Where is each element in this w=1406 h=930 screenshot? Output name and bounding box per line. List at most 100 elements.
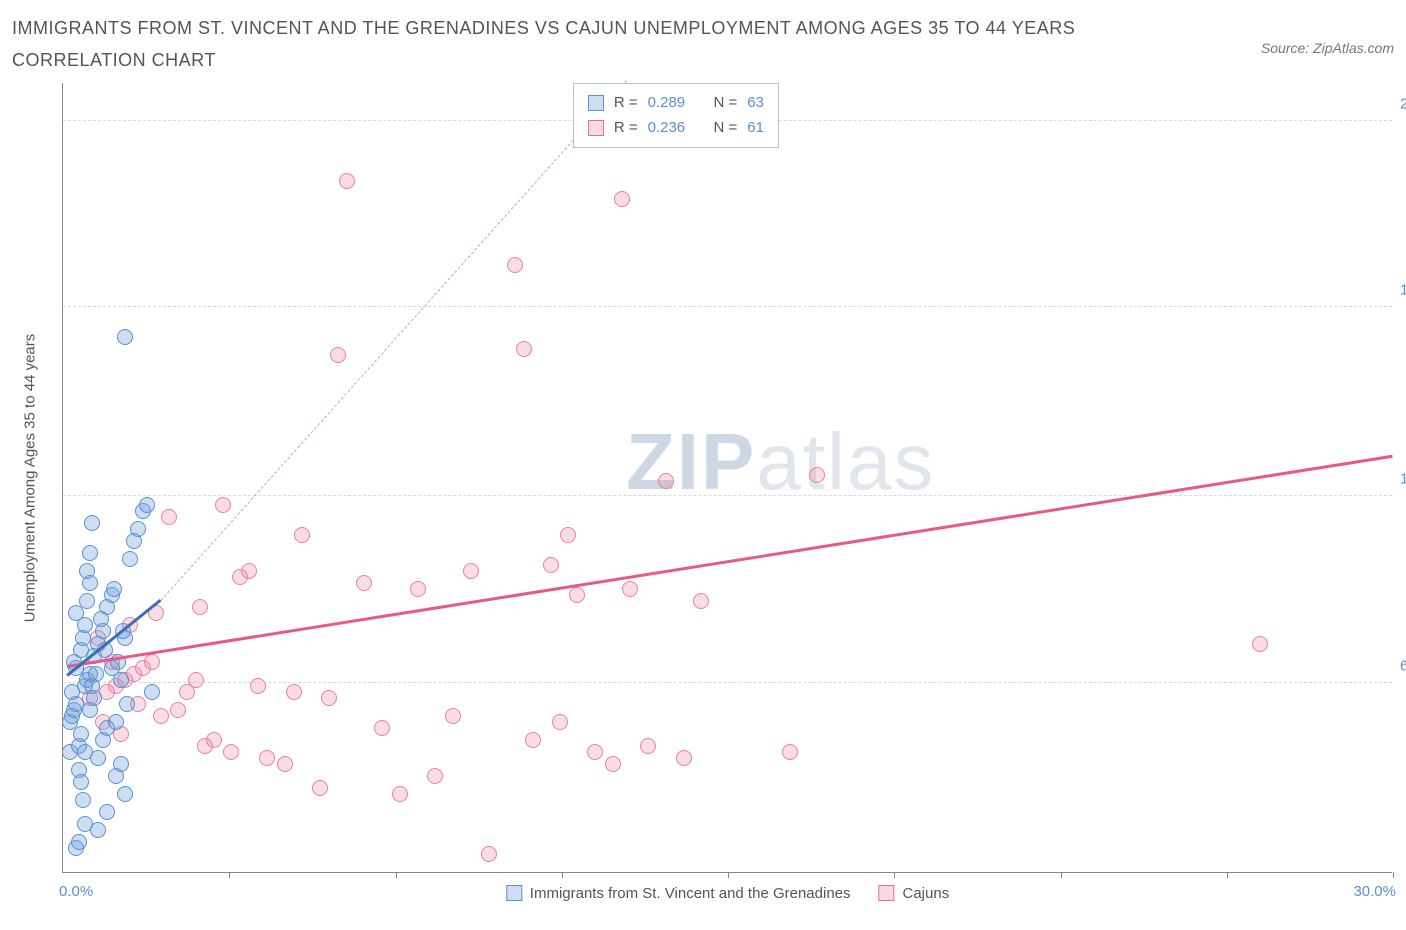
stats-box: R =0.289 N = 63R =0.236 N = 61 [573, 83, 779, 148]
data-point [117, 786, 133, 802]
data-point [569, 587, 585, 603]
data-point [277, 756, 293, 772]
data-point [153, 708, 169, 724]
trend-line [67, 455, 1393, 668]
data-point [93, 611, 109, 627]
data-point [782, 744, 798, 760]
data-point [122, 551, 138, 567]
data-point [543, 557, 559, 573]
data-point [119, 696, 135, 712]
gridline [63, 306, 1392, 307]
legend-item-blue: Immigrants from St. Vincent and the Gren… [506, 885, 851, 902]
data-point [170, 702, 186, 718]
data-point [241, 563, 257, 579]
page-title: IMMIGRANTS FROM ST. VINCENT AND THE GREN… [12, 12, 1112, 77]
x-tick [396, 872, 397, 878]
data-point [206, 732, 222, 748]
data-point [560, 527, 576, 543]
data-point [215, 497, 231, 513]
data-point [144, 684, 160, 700]
y-tick-label: 6.3% [1400, 657, 1406, 674]
data-point [84, 678, 100, 694]
data-point [286, 684, 302, 700]
data-point [79, 563, 95, 579]
data-point [161, 509, 177, 525]
data-point [77, 744, 93, 760]
data-point [587, 744, 603, 760]
chart-legend: Immigrants from St. Vincent and the Gren… [506, 885, 949, 902]
x-tick [728, 872, 729, 878]
data-point [106, 581, 122, 597]
data-point [130, 521, 146, 537]
data-point [809, 467, 825, 483]
data-point [525, 732, 541, 748]
data-point [640, 738, 656, 754]
gridline [63, 495, 1392, 496]
legend-item-pink: Cajuns [879, 885, 950, 902]
legend-swatch-pink [879, 885, 895, 901]
legend-label-blue: Immigrants from St. Vincent and the Gren… [530, 885, 851, 902]
data-point [356, 575, 372, 591]
y-tick-label: 25.0% [1400, 95, 1406, 112]
data-point [223, 744, 239, 760]
data-point [259, 750, 275, 766]
x-tick [229, 872, 230, 878]
data-point [321, 690, 337, 706]
data-point [481, 846, 497, 862]
data-point [139, 497, 155, 513]
data-point [73, 774, 89, 790]
data-point [445, 708, 461, 724]
plot-area: ZIPatlas 0.0% 30.0% Immigrants from St. … [62, 83, 1392, 873]
data-point [507, 257, 523, 273]
data-point [250, 678, 266, 694]
stats-row: R =0.289 N = 63 [588, 90, 764, 116]
data-point [113, 756, 129, 772]
data-point [90, 822, 106, 838]
data-point [552, 714, 568, 730]
stats-swatch [588, 120, 604, 136]
stats-swatch [588, 95, 604, 111]
data-point [73, 726, 89, 742]
data-point [71, 834, 87, 850]
data-point [144, 654, 160, 670]
data-point [294, 527, 310, 543]
data-point [192, 599, 208, 615]
data-point [463, 563, 479, 579]
data-point [1252, 636, 1268, 652]
data-point [427, 768, 443, 784]
trend-line [160, 81, 626, 601]
y-tick-label: 18.8% [1400, 282, 1406, 299]
x-axis-min-label: 0.0% [59, 883, 93, 900]
watermark: ZIPatlas [626, 416, 935, 508]
data-point [676, 750, 692, 766]
stats-row: R =0.236 N = 61 [588, 115, 764, 141]
data-point [79, 593, 95, 609]
data-point [84, 515, 100, 531]
correlation-chart: Unemployment Among Ages 35 to 44 years Z… [12, 83, 1394, 873]
data-point [82, 702, 98, 718]
legend-label-pink: Cajuns [903, 885, 950, 902]
data-point [188, 672, 204, 688]
data-point [82, 545, 98, 561]
x-tick [562, 872, 563, 878]
data-point [330, 347, 346, 363]
data-point [658, 473, 674, 489]
data-point [75, 792, 91, 808]
data-point [693, 593, 709, 609]
x-tick [1393, 872, 1394, 878]
x-tick [894, 872, 895, 878]
data-point [410, 581, 426, 597]
x-tick [1061, 872, 1062, 878]
data-point [99, 720, 115, 736]
y-tick-label: 12.5% [1400, 471, 1406, 488]
x-axis-max-label: 30.0% [1353, 883, 1396, 900]
data-point [312, 780, 328, 796]
data-point [614, 191, 630, 207]
source-attribution: Source: ZipAtlas.com [1261, 40, 1394, 56]
data-point [374, 720, 390, 736]
data-point [117, 329, 133, 345]
data-point [516, 341, 532, 357]
legend-swatch-blue [506, 885, 522, 901]
data-point [339, 173, 355, 189]
y-axis-label: Unemployment Among Ages 35 to 44 years [22, 334, 39, 623]
